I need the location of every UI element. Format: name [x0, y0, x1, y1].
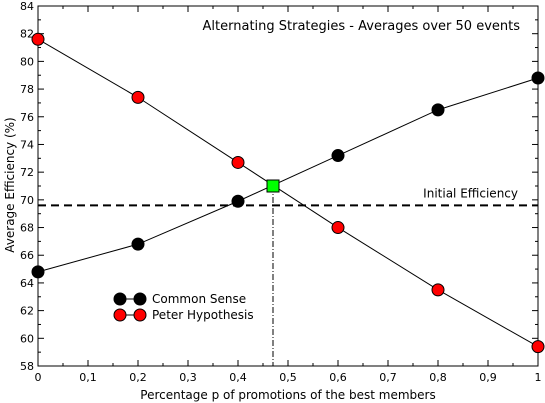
y-tick-label: 80 [20, 55, 34, 68]
data-point-series-1 [231, 194, 245, 208]
data-point-series-2 [431, 283, 445, 297]
ticks-layer: 0 0,1 0,2 0,3 0,4 0,5 0,6 0,7 0,8 0,9 1 58 60 62 64 66 6… [20, 0, 542, 384]
x-tick-label: 0 [35, 371, 42, 384]
x-tick-label: 0,8 [429, 371, 447, 384]
series-line-2 [37, 38, 539, 348]
initial-efficiency-label: Initial Efficiency [423, 186, 518, 200]
series-layer [31, 32, 545, 354]
legend-marker [113, 308, 127, 322]
legend: Common Sense Peter Hypothesis [113, 292, 254, 322]
series-line-1 [37, 77, 539, 273]
intersection-marker [266, 179, 280, 193]
y-tick-label: 68 [20, 222, 34, 235]
legend-marker [113, 292, 127, 306]
x-tick-label: 0,5 [279, 371, 297, 384]
data-point-series-1 [131, 237, 145, 251]
data-point-series-2 [131, 90, 145, 104]
x-tick-label: 0,3 [179, 371, 197, 384]
data-point-series-2 [331, 221, 345, 235]
y-tick-label: 62 [20, 305, 34, 318]
y-tick-label: 64 [20, 277, 34, 290]
data-point-series-2 [31, 32, 45, 46]
y-tick-label: 60 [20, 332, 34, 345]
data-point-series-1 [331, 149, 345, 163]
y-tick-label: 58 [20, 360, 34, 373]
data-point-series-1 [531, 71, 545, 85]
y-tick-label: 72 [20, 166, 34, 179]
legend-label: Peter Hypothesis [152, 308, 254, 322]
data-point-series-1 [31, 265, 45, 279]
y-tick-label: 66 [20, 249, 34, 262]
data-point-series-1 [431, 103, 445, 117]
legend-label: Common Sense [152, 292, 246, 306]
x-tick-label: 1 [535, 371, 542, 384]
reference-layer: Initial Efficiency [38, 186, 538, 366]
legend-marker [133, 308, 147, 322]
data-point-series-2 [531, 340, 545, 354]
y-tick-label: 84 [20, 0, 34, 13]
x-axis-label: Percentage p of promotions of the best m… [140, 388, 435, 402]
x-tick-label: 0,6 [329, 371, 347, 384]
chart-title: Alternating Strategies - Averages over 5… [203, 19, 521, 34]
y-tick-label: 76 [20, 111, 34, 124]
x-tick-label: 0,9 [479, 371, 497, 384]
y-tick-label: 82 [20, 28, 34, 41]
legend-marker [133, 292, 147, 306]
y-tick-label: 78 [20, 83, 34, 96]
x-tick-label: 0,7 [379, 371, 397, 384]
y-tick-label: 74 [20, 138, 34, 151]
x-tick-label: 0,2 [129, 371, 147, 384]
y-tick-label: 70 [20, 194, 34, 207]
x-tick-label: 0,4 [229, 371, 247, 384]
y-axis-label: Average Efficiency (%) [3, 117, 17, 252]
data-point-series-2 [231, 155, 245, 169]
x-tick-label: 0,1 [79, 371, 97, 384]
